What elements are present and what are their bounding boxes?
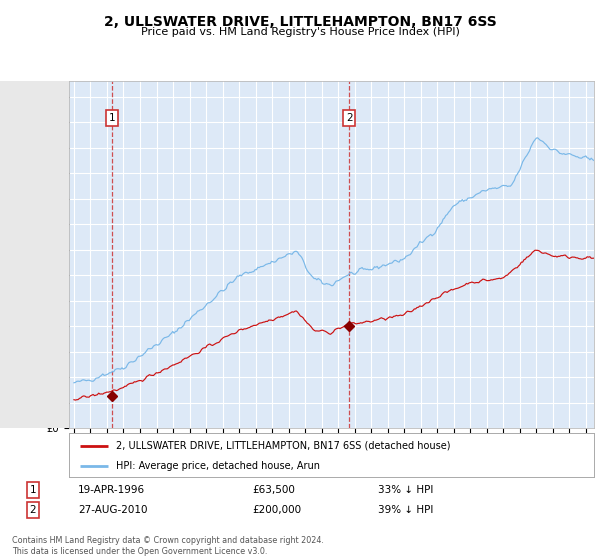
Text: 19-APR-1996: 19-APR-1996	[78, 485, 145, 495]
Text: 1: 1	[109, 113, 115, 123]
Text: Price paid vs. HM Land Registry's House Price Index (HPI): Price paid vs. HM Land Registry's House …	[140, 27, 460, 37]
Text: 39% ↓ HPI: 39% ↓ HPI	[378, 505, 433, 515]
Text: 2, ULLSWATER DRIVE, LITTLEHAMPTON, BN17 6SS (detached house): 2, ULLSWATER DRIVE, LITTLEHAMPTON, BN17 …	[116, 441, 451, 451]
Text: 2, ULLSWATER DRIVE, LITTLEHAMPTON, BN17 6SS: 2, ULLSWATER DRIVE, LITTLEHAMPTON, BN17 …	[104, 15, 496, 29]
Text: 1: 1	[29, 485, 37, 495]
Text: HPI: Average price, detached house, Arun: HPI: Average price, detached house, Arun	[116, 461, 320, 471]
Text: 2: 2	[29, 505, 37, 515]
Text: £63,500: £63,500	[252, 485, 295, 495]
Text: Contains HM Land Registry data © Crown copyright and database right 2024.
This d: Contains HM Land Registry data © Crown c…	[12, 536, 324, 556]
Text: £200,000: £200,000	[252, 505, 301, 515]
Text: 27-AUG-2010: 27-AUG-2010	[78, 505, 148, 515]
Text: 2: 2	[346, 113, 352, 123]
Text: 33% ↓ HPI: 33% ↓ HPI	[378, 485, 433, 495]
